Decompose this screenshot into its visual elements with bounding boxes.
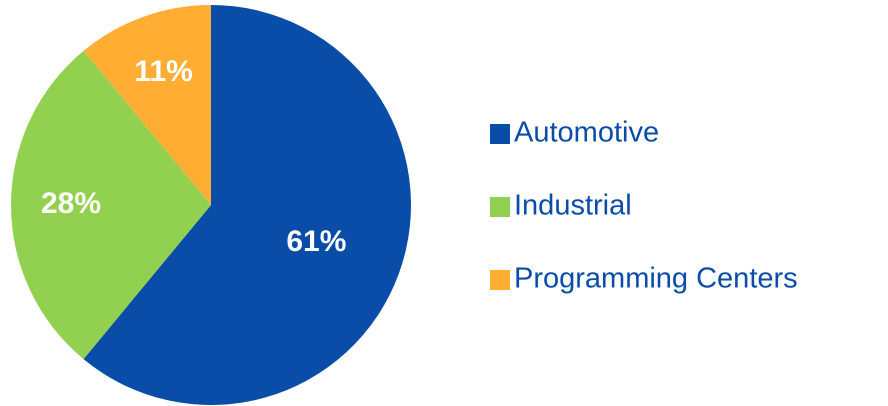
pie-slice: [83, 5, 411, 405]
legend-label: Automotive: [514, 117, 659, 149]
pie-slice: [10, 50, 211, 360]
pie-slice: [83, 5, 211, 205]
legend-swatch: [490, 270, 510, 290]
data-label: 11%: [134, 55, 192, 88]
data-label: 61%: [286, 225, 346, 258]
data-label: 28%: [41, 187, 101, 220]
legend-label: Programming Centers: [514, 263, 798, 295]
legend-label: Industrial: [514, 190, 632, 222]
legend-swatch: [490, 124, 510, 144]
legend-swatch: [490, 197, 510, 217]
